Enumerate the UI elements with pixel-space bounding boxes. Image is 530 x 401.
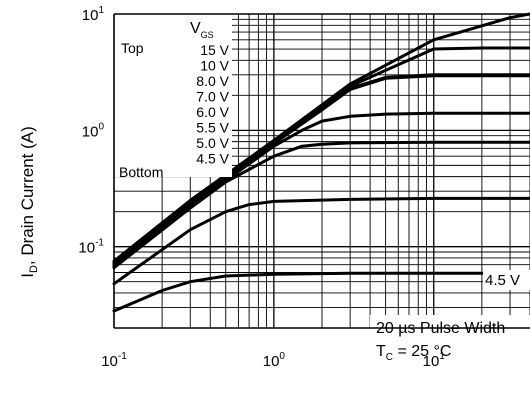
legend-entry: 10 V (200, 58, 229, 74)
y-axis-label-rest: , Drain Current (A) (18, 126, 37, 265)
x-tick-label: 100 (263, 351, 286, 370)
legend-entry: 4.5 V (196, 151, 229, 167)
legend-entry: 7.0 V (196, 89, 229, 105)
temperature-label-sub: C (386, 352, 393, 363)
series-line-7-0-v (112, 74, 530, 267)
series-line-5-5-v (112, 140, 530, 270)
legend-heading: VGS (190, 20, 214, 40)
legend-entries: 15 V10 V8.0 V7.0 V6.0 V5.5 V5.0 V4.5 V (196, 42, 229, 167)
legend-heading-sub: GS (201, 30, 214, 40)
series-line-4-5-v (112, 271, 530, 313)
y-tick-label: 101 (82, 5, 105, 24)
temperature-label-rest: = 25 °C (393, 343, 451, 360)
legend-entry: 8.0 V (196, 73, 229, 89)
x-tick-label: 10-1 (101, 351, 127, 370)
legend-top-label: Top (121, 40, 144, 56)
legend-entry: 5.0 V (196, 135, 229, 151)
legend-entry: 15 V (200, 42, 229, 58)
legend-entry: 6.0 V (196, 104, 229, 120)
y-tick-label: 10-1 (78, 238, 104, 257)
legend-entry: 5.5 V (196, 120, 229, 136)
pulse-annotation-background (370, 315, 530, 359)
legend-heading-main: V (190, 20, 201, 37)
series-line-5-0-v (112, 196, 530, 286)
series-curves (112, 12, 530, 313)
y-axis-label-sub: D (28, 265, 40, 273)
x-tick-labels: 10-1 100 101 (101, 351, 445, 370)
y-axis-label: ID, Drain Current (A) (18, 126, 40, 278)
curve-label-background (483, 270, 530, 290)
y-tick-labels: 101 100 10-1 (78, 5, 104, 257)
y-axis-label-main: I (18, 273, 37, 278)
temperature-label-main: T (376, 343, 386, 360)
legend-background (114, 14, 232, 177)
curve-label: 4.5 V (485, 272, 520, 289)
legend-bottom-label: Bottom (119, 164, 163, 180)
x-tick-label: 101 (423, 351, 446, 370)
temperature-label: TC = 25 °C (376, 343, 451, 363)
y-tick-label: 100 (82, 121, 105, 140)
